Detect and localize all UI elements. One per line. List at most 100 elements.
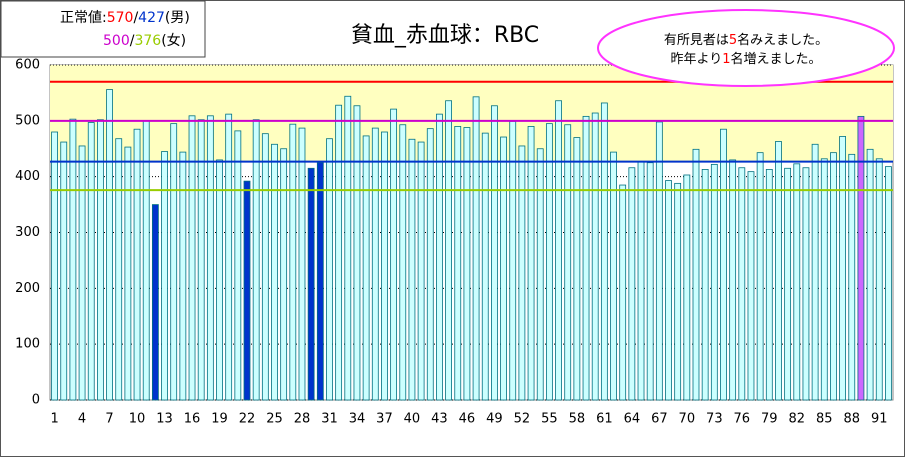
bar <box>390 108 398 401</box>
bar <box>830 152 837 401</box>
bar <box>637 161 645 401</box>
bar <box>216 159 223 401</box>
bar <box>417 141 425 401</box>
bar <box>720 128 727 401</box>
y-tick-label: 400 <box>15 169 40 184</box>
x-tick-label: 70 <box>679 412 696 427</box>
x-tick-label: 91 <box>871 412 888 427</box>
bar <box>381 131 388 401</box>
bar <box>729 159 737 401</box>
x-tick-label: 10 <box>129 412 146 427</box>
bar <box>371 127 379 401</box>
bar <box>399 124 407 401</box>
x-tick-label: 55 <box>541 412 558 427</box>
bar <box>555 100 562 401</box>
bar <box>151 204 159 401</box>
bar <box>545 123 553 401</box>
bar <box>875 158 883 401</box>
annotation-text: 有所見者は5名みえました。 <box>664 32 828 48</box>
bar <box>692 148 700 401</box>
x-tick-label: 19 <box>211 412 228 427</box>
y-tick-label: 0 <box>32 393 40 408</box>
bar <box>582 115 590 401</box>
annotation-part: 昨年より <box>670 52 722 67</box>
bar <box>243 180 251 401</box>
annotation-part: 名みえました。 <box>737 32 828 48</box>
bar <box>133 128 141 401</box>
bar <box>527 126 535 401</box>
x-tick-label: 46 <box>459 412 476 427</box>
bar <box>60 141 68 401</box>
bar <box>408 138 416 401</box>
legend-text: 500/376(女) <box>103 32 186 49</box>
bar <box>811 143 819 401</box>
legend-part: (男) <box>165 10 190 26</box>
annotation-part: 有所見者は <box>664 33 729 48</box>
bar <box>665 180 672 401</box>
bar <box>454 126 462 401</box>
bar <box>280 148 288 401</box>
x-tick-label: 34 <box>349 412 366 427</box>
bar <box>765 169 773 401</box>
bar <box>701 169 709 401</box>
bar <box>775 141 782 401</box>
bar <box>784 167 792 401</box>
bar <box>261 133 269 401</box>
bar <box>344 95 352 401</box>
legend-part: 427 <box>138 10 165 26</box>
bar <box>481 132 489 401</box>
x-tick-label: 1 <box>50 412 58 427</box>
bar <box>161 151 168 401</box>
bar <box>683 174 691 401</box>
bar <box>738 167 746 401</box>
bar <box>335 104 343 401</box>
bar <box>316 162 324 401</box>
x-tick-label: 49 <box>486 412 503 427</box>
x-tick-label: 73 <box>706 412 723 427</box>
chart-title: 貧血_赤血球：RBC <box>351 23 539 48</box>
y-tick-label: 200 <box>15 281 40 296</box>
bar <box>536 148 544 401</box>
bar <box>610 151 617 401</box>
legend-part: / <box>133 10 138 26</box>
bar <box>463 127 471 401</box>
bar <box>298 127 306 401</box>
x-tick-label: 28 <box>294 412 311 427</box>
x-tick-label: 85 <box>816 412 833 427</box>
legend-part: (女) <box>161 32 186 49</box>
bar <box>362 135 370 401</box>
annotation-part: 名増えました。 <box>731 51 822 67</box>
bar <box>655 121 663 401</box>
bar <box>115 138 123 401</box>
x-tick-label: 13 <box>156 412 173 427</box>
bar <box>500 136 507 401</box>
bar <box>646 162 654 401</box>
bar <box>866 148 874 401</box>
legend-text: 正常値:570/427(男) <box>60 10 190 26</box>
x-tick-label: 43 <box>431 412 448 427</box>
bar <box>885 166 892 401</box>
bar <box>839 136 847 401</box>
bar <box>51 131 58 401</box>
y-tick-label: 600 <box>15 58 40 73</box>
x-tick-label: 79 <box>761 412 778 427</box>
bar <box>206 115 214 401</box>
x-tick-label: 37 <box>376 412 393 427</box>
legend-part: 正常値: <box>60 10 107 26</box>
bar <box>619 184 627 401</box>
x-tick-label: 76 <box>734 412 751 427</box>
bar <box>426 128 434 401</box>
bar <box>106 89 113 401</box>
bar <box>69 118 77 401</box>
bar <box>289 123 297 401</box>
bar <box>225 113 233 401</box>
bar <box>124 146 132 401</box>
legend-part: 500 <box>103 33 130 49</box>
bar <box>197 119 205 401</box>
bar <box>802 167 810 401</box>
y-tick-label: 100 <box>15 337 40 352</box>
x-tick-label: 4 <box>78 412 86 427</box>
bar <box>756 152 764 401</box>
